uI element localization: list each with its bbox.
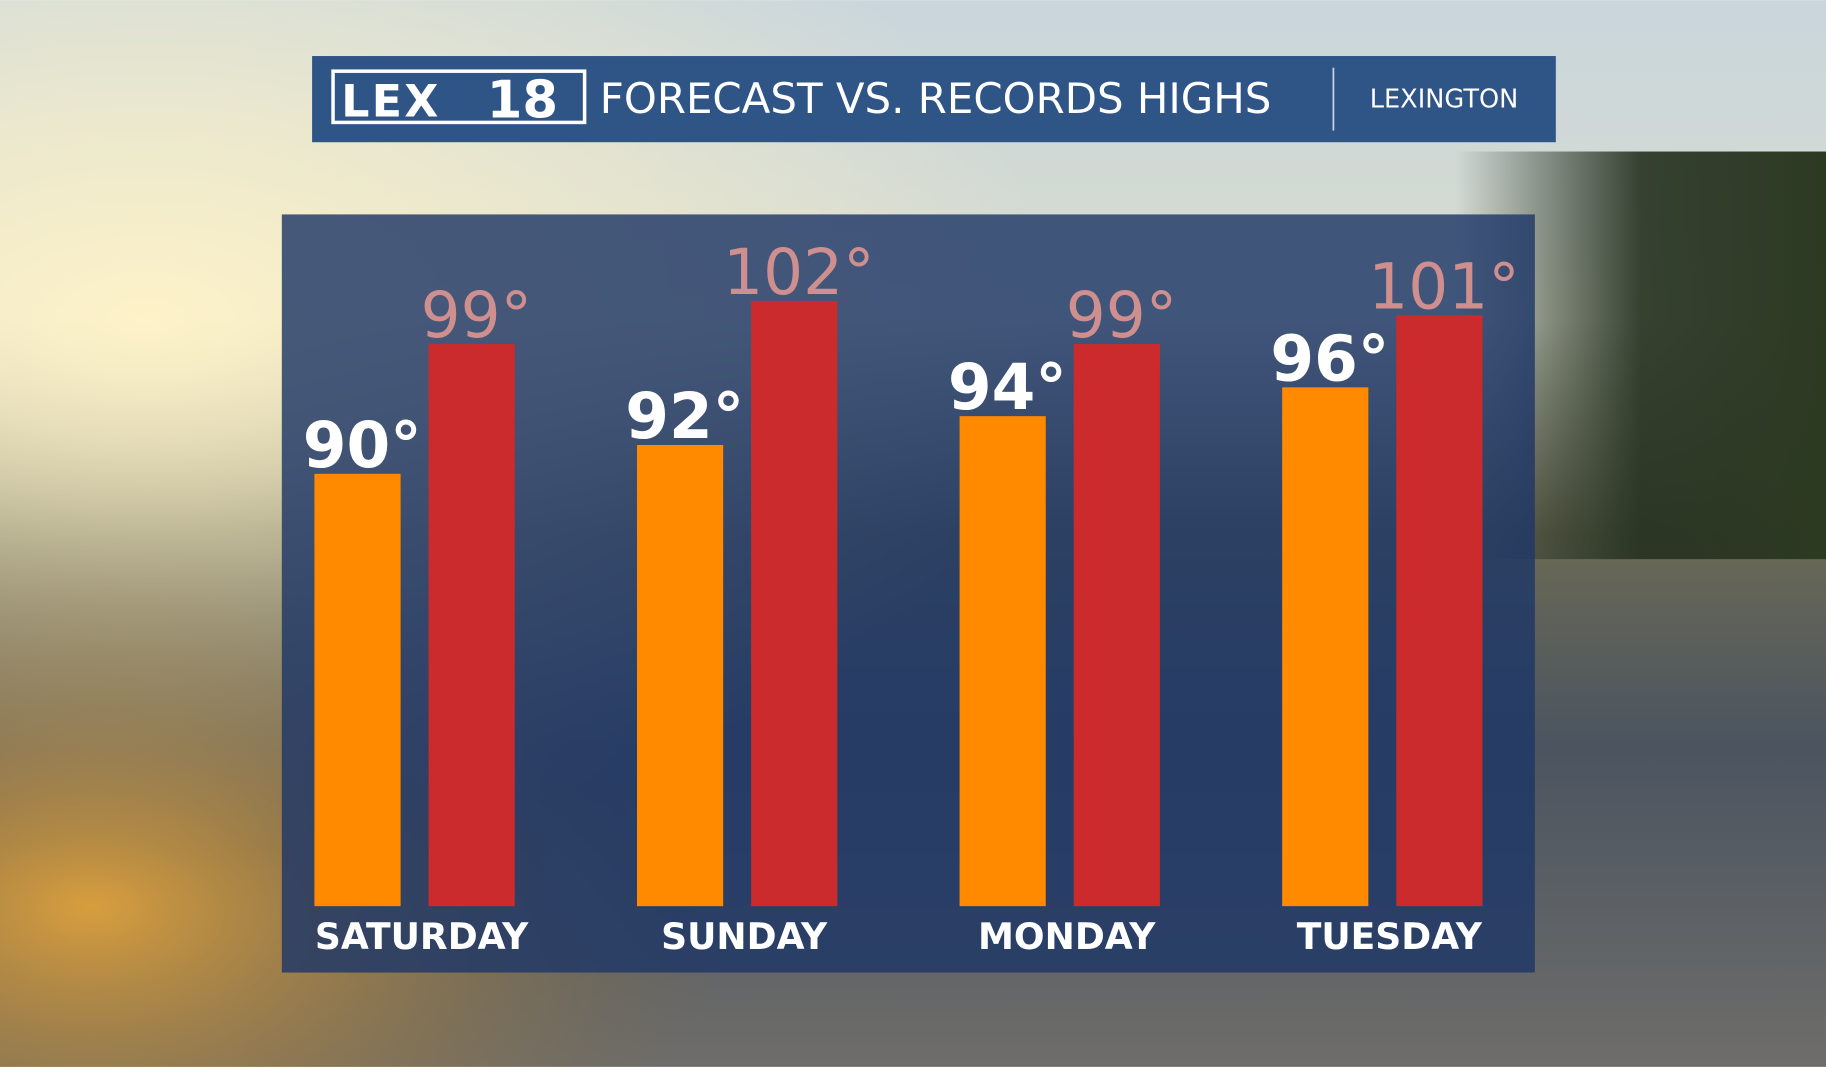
value-label: 90° xyxy=(303,409,422,482)
bar xyxy=(959,416,1046,907)
chart-title: FORECAST VS. RECORDS HIGHS xyxy=(600,74,1272,123)
x-tick-label: SUNDAY xyxy=(661,915,828,958)
value-label: 102° xyxy=(723,236,874,309)
bar xyxy=(428,344,515,907)
value-label: 92° xyxy=(625,380,744,453)
value-label: 99° xyxy=(1066,279,1177,352)
value-label: 94° xyxy=(948,351,1067,424)
logo-number: 18 xyxy=(487,71,558,131)
bar xyxy=(314,473,401,907)
header: LEX 18 FORECAST VS. RECORDS HIGHS LEXING… xyxy=(312,56,1556,143)
x-tick-label: MONDAY xyxy=(978,915,1156,958)
bar xyxy=(1282,387,1369,907)
value-label: 101° xyxy=(1368,250,1519,323)
logo-box xyxy=(331,69,587,125)
bar xyxy=(1073,344,1160,907)
bar xyxy=(751,300,838,907)
x-tick-label: SATURDAY xyxy=(315,915,529,958)
value-label: 96° xyxy=(1270,322,1389,395)
logo-text: LEX xyxy=(341,77,441,128)
x-tick-label: TUESDAY xyxy=(1297,915,1483,958)
bar xyxy=(637,444,724,907)
location: LEXINGTON xyxy=(1370,84,1519,114)
bar xyxy=(1396,315,1483,907)
value-label: 99° xyxy=(421,279,532,352)
